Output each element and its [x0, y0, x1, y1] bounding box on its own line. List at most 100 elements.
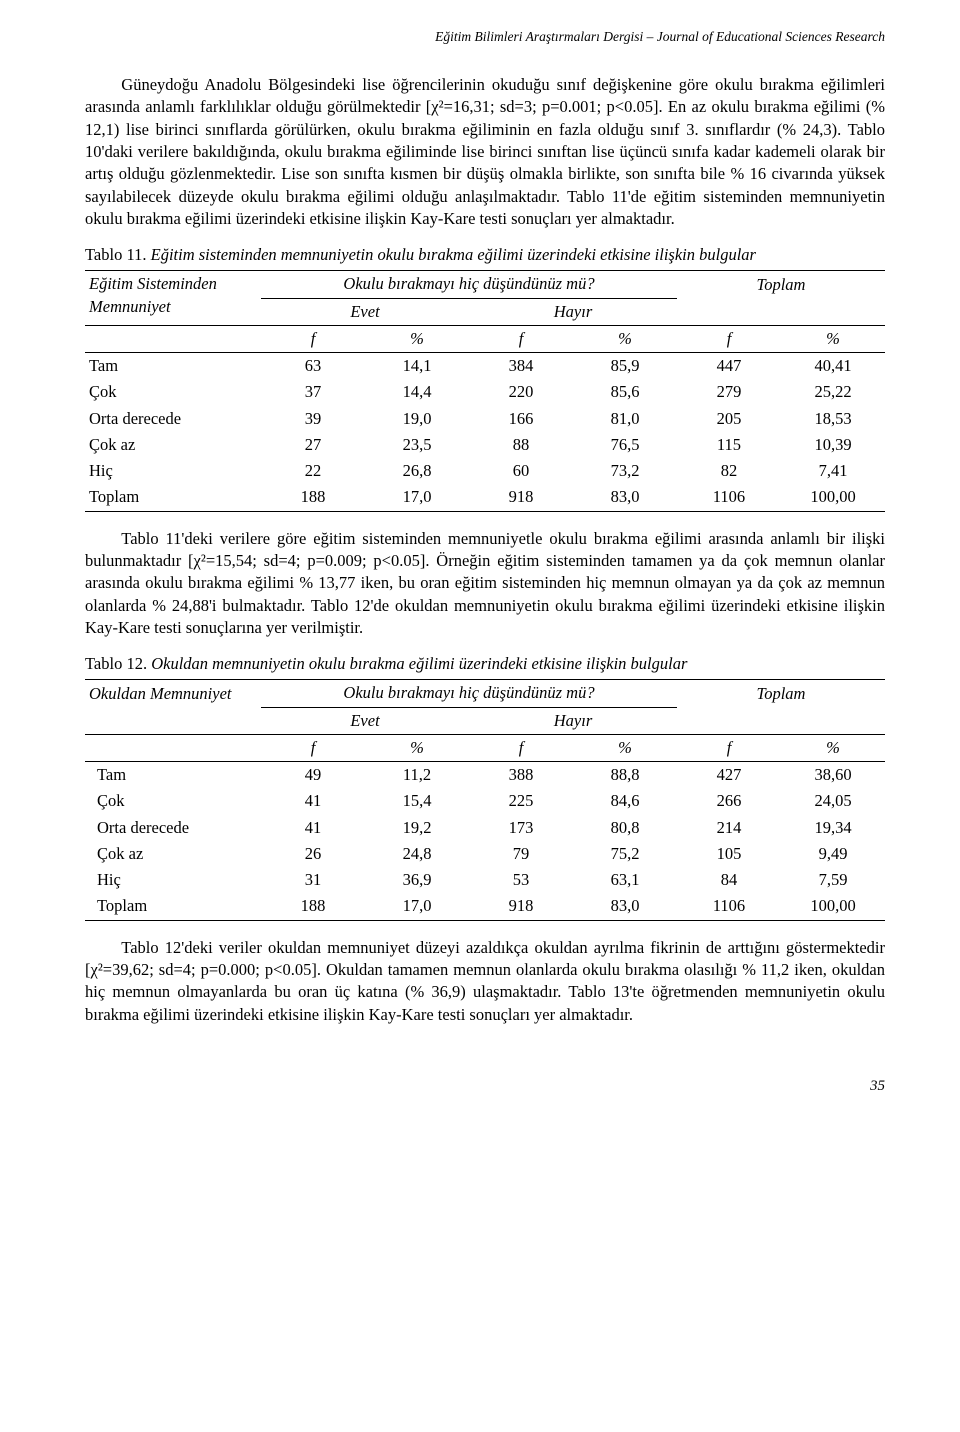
table11-toplam-f: 82 — [677, 458, 781, 484]
table12-row-header: Okuldan Memnuniyet — [85, 680, 261, 707]
table11-label: Hiç — [85, 458, 261, 484]
table11-toplam-f: 279 — [677, 379, 781, 405]
table12-evet-pct: 36,9 — [365, 867, 469, 893]
table12-hayir-pct: 63,1 — [573, 867, 677, 893]
table12-f2: f — [469, 734, 573, 761]
table12-row: Tam4911,238888,842738,60 — [85, 762, 885, 789]
table12-evet-pct: 17,0 — [365, 893, 469, 920]
table11-toplam-pct: 100,00 — [781, 484, 885, 511]
table11-toplam-pct: 25,22 — [781, 379, 885, 405]
table11-hayir-pct: 85,9 — [573, 353, 677, 380]
table12-evet-f: 188 — [261, 893, 365, 920]
table12-total-header: Toplam — [677, 680, 885, 707]
paragraph-3: Tablo 12'deki veriler okuldan memnuniyet… — [85, 937, 885, 1026]
table12-p2: % — [573, 734, 677, 761]
table12-evet-f: 31 — [261, 867, 365, 893]
table12-row: Toplam18817,091883,01106100,00 — [85, 893, 885, 920]
table11-evet-pct: 19,0 — [365, 406, 469, 432]
table11-f1: f — [261, 325, 365, 352]
table11-label: Tam — [85, 353, 261, 380]
table12-hayir-pct: 84,6 — [573, 788, 677, 814]
table12-p1: % — [365, 734, 469, 761]
table11-toplam-pct: 40,41 — [781, 353, 885, 380]
table12-hayir-f: 173 — [469, 815, 573, 841]
table11-evet-pct: 23,5 — [365, 432, 469, 458]
table11-toplam-pct: 18,53 — [781, 406, 885, 432]
table11-label: Çok — [85, 379, 261, 405]
table11-evet-f: 188 — [261, 484, 365, 511]
table11-row: Çok3714,422085,627925,22 — [85, 379, 885, 405]
table12-row: Orta derecede4119,217380,821419,34 — [85, 815, 885, 841]
table12-hayir-pct: 88,8 — [573, 762, 677, 789]
table11-hayir-f: 60 — [469, 458, 573, 484]
table11-caption-title: Eğitim sisteminden memnuniyetin okulu bı… — [151, 245, 756, 264]
table12-p3: % — [781, 734, 885, 761]
journal-header: Eğitim Bilimleri Araştırmaları Dergisi –… — [85, 28, 885, 46]
table11-hayir-pct: 81,0 — [573, 406, 677, 432]
table11-toplam-pct: 10,39 — [781, 432, 885, 458]
table11-row: Orta derecede3919,016681,020518,53 — [85, 406, 885, 432]
table11-row-header: Eğitim Sisteminden Memnuniyet — [85, 271, 261, 326]
table11-evet-f: 22 — [261, 458, 365, 484]
table11-row: Hiç2226,86073,2827,41 — [85, 458, 885, 484]
page-number: 35 — [85, 1076, 885, 1096]
table12-row: Çok az2624,87975,21059,49 — [85, 841, 885, 867]
table11-label: Orta derecede — [85, 406, 261, 432]
table12-label: Çok — [85, 788, 261, 814]
table11-p3: % — [781, 325, 885, 352]
table11-evet: Evet — [261, 298, 469, 325]
table12-hayir-pct: 75,2 — [573, 841, 677, 867]
table11-label: Çok az — [85, 432, 261, 458]
table11: Eğitim Sisteminden Memnuniyet Okulu bıra… — [85, 270, 885, 511]
table12-evet-f: 49 — [261, 762, 365, 789]
table12-toplam-f: 427 — [677, 762, 781, 789]
table12-toplam-pct: 38,60 — [781, 762, 885, 789]
table11-question: Okulu bırakmayı hiç düşündünüz mü? — [261, 271, 677, 298]
table11-evet-f: 37 — [261, 379, 365, 405]
table12-toplam-f: 214 — [677, 815, 781, 841]
table12-toplam-pct: 100,00 — [781, 893, 885, 920]
table12-hayir-pct: 83,0 — [573, 893, 677, 920]
table11-hayir-f: 220 — [469, 379, 573, 405]
table12-hayir-f: 53 — [469, 867, 573, 893]
table12: Okuldan Memnuniyet Okulu bırakmayı hiç d… — [85, 679, 885, 920]
table11-toplam-f: 205 — [677, 406, 781, 432]
table12-evet-pct: 11,2 — [365, 762, 469, 789]
table11-toplam-pct: 7,41 — [781, 458, 885, 484]
table11-hayir-f: 88 — [469, 432, 573, 458]
table12-hayir-f: 918 — [469, 893, 573, 920]
table11-total-header: Toplam — [677, 271, 885, 298]
table12-toplam-pct: 19,34 — [781, 815, 885, 841]
table11-evet-pct: 14,1 — [365, 353, 469, 380]
table11-hayir-pct: 73,2 — [573, 458, 677, 484]
table12-question: Okulu bırakmayı hiç düşündünüz mü? — [261, 680, 677, 707]
table11-row: Tam6314,138485,944740,41 — [85, 353, 885, 380]
table11-evet-f: 27 — [261, 432, 365, 458]
table12-evet-pct: 19,2 — [365, 815, 469, 841]
table11-toplam-f: 447 — [677, 353, 781, 380]
table11-hayir-f: 384 — [469, 353, 573, 380]
table11-hayir-f: 166 — [469, 406, 573, 432]
table12-hayir-pct: 80,8 — [573, 815, 677, 841]
table12-hayir-f: 388 — [469, 762, 573, 789]
table12-hayir-f: 225 — [469, 788, 573, 814]
table12-label: Tam — [85, 762, 261, 789]
table11-p1: % — [365, 325, 469, 352]
table11-evet-pct: 26,8 — [365, 458, 469, 484]
table12-label: Orta derecede — [85, 815, 261, 841]
table11-caption-prefix: Tablo 11. — [85, 245, 151, 264]
table12-toplam-f: 1106 — [677, 893, 781, 920]
table12-evet: Evet — [261, 707, 469, 734]
paragraph-2: Tablo 11'deki verilere göre eğitim siste… — [85, 528, 885, 639]
table12-toplam-f: 266 — [677, 788, 781, 814]
table12-f1: f — [261, 734, 365, 761]
table12-toplam-f: 84 — [677, 867, 781, 893]
table11-hayir: Hayır — [469, 298, 677, 325]
table11-f3: f — [677, 325, 781, 352]
table12-toplam-pct: 24,05 — [781, 788, 885, 814]
table11-f2: f — [469, 325, 573, 352]
table12-evet-f: 26 — [261, 841, 365, 867]
table12-toplam-f: 105 — [677, 841, 781, 867]
table11-toplam-f: 1106 — [677, 484, 781, 511]
table11-p2: % — [573, 325, 677, 352]
